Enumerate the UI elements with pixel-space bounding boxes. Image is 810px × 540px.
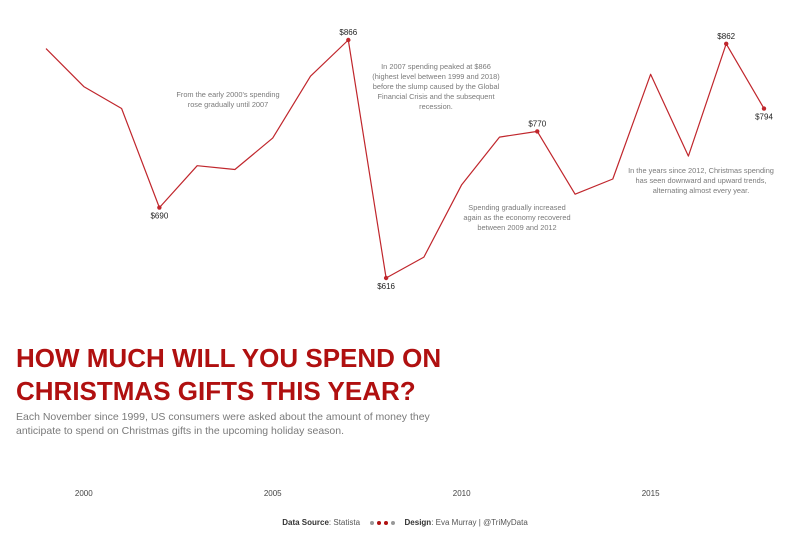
annotation-line: Spending gradually increased [468,203,565,212]
credits: Data Source: Statista Design: Eva Murray… [282,518,528,527]
data-point [761,106,767,111]
data-label: $690 [150,212,168,221]
data-point [157,205,162,210]
footer-dot-icon [383,520,388,525]
annotation-line: Financial Crisis and the subsequent [377,92,494,101]
data-label: $794 [755,113,773,122]
footer-dot-icon [376,520,381,525]
page-title: HOW MUCH WILL YOU SPEND ON CHRISTMAS GIF… [16,343,442,406]
annotation-line: recession. [419,102,453,111]
annotation-line: rose gradually until 2007 [188,100,269,109]
design-value: Eva Murray | @TriMyData [435,518,528,527]
annotation-line: again as the economy recovered [463,213,570,222]
annotation-text: From the early 2000's spending rose gradu… [176,90,279,109]
annotation-line: between 2009 and 2012 [477,223,556,232]
annotation-line: before the slump caused by the Global [373,82,500,91]
annotation-text: In the years since 2012, Christmas spend… [628,166,774,195]
annotation-line: In 2007 spending peaked at $866 [381,62,491,71]
data-label: $616 [377,282,395,291]
source-label: Data Source [282,518,329,527]
annotation-line: From the early 2000's spending [176,90,279,99]
x-tick-label: 2015 [642,489,660,498]
x-tick-label: 2010 [453,489,471,498]
footer-dot-icon [390,520,395,525]
page-subtitle: Each November since 1999, US consumers w… [16,411,430,437]
data-point [346,37,351,43]
data-label: $866 [339,28,357,37]
annotation-text: Spending gradually increased again as the… [463,203,570,232]
data-point [383,275,389,281]
data-point [535,129,540,134]
x-tick-label: 2005 [264,489,282,498]
annotation-text: In 2007 spending peaked at $866 (highest … [372,62,499,111]
annotation-line: alternating almost every year. [653,186,750,195]
series-line [45,39,765,279]
source-value: Statista [333,518,361,527]
footer-dot-icon [369,520,374,525]
data-label: $770 [528,119,546,128]
data-label: $862 [717,32,735,41]
divider-dots-icon [368,518,396,527]
data-point [724,41,729,47]
x-tick-label: 2000 [75,489,93,498]
annotation-line: (highest level between 1999 and 2018) [372,72,499,81]
design-label: Design [404,518,432,527]
annotation-line: In the years since 2012, Christmas spend… [628,166,774,175]
annotation-line: has seen downward and upward trends, [635,176,766,185]
